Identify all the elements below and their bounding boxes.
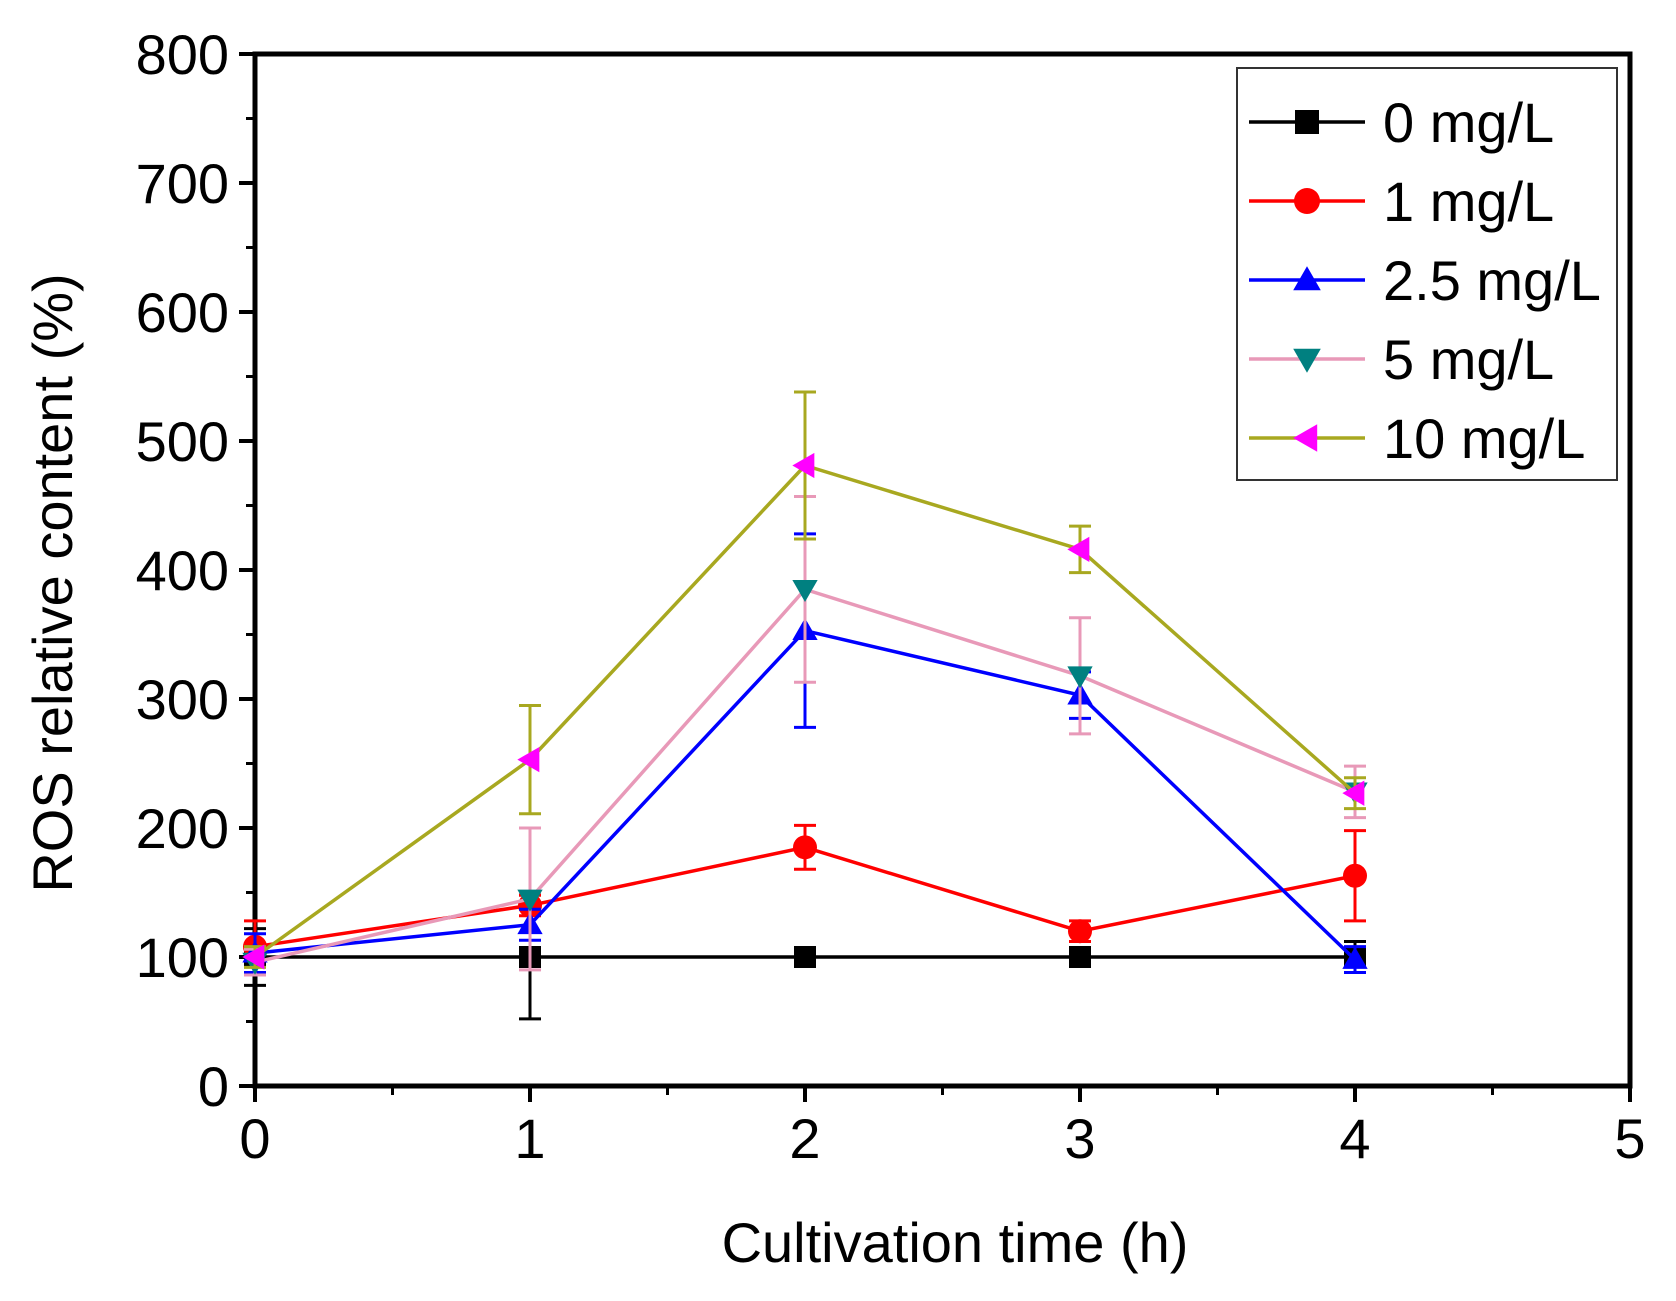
y-tick-label: 200 [136,797,229,860]
y-tick-label: 400 [136,539,229,602]
legend-label: 10 mg/L [1383,407,1585,470]
y-tick-label: 500 [136,410,229,473]
legend-item: 0 mg/L [1249,91,1554,154]
x-tick-label: 4 [1339,1107,1370,1170]
legend-box [1236,67,1618,481]
y-tick-label: 700 [136,152,229,215]
legend-marker [1293,348,1321,373]
y-tick-label: 300 [136,668,229,731]
y-tick-label: 0 [198,1055,229,1118]
data-point [792,452,815,479]
y-tick-label: 600 [136,281,229,344]
legend-label: 0 mg/L [1383,91,1554,154]
legend-label: 1 mg/L [1383,170,1554,233]
axes: 0 100 200 300 400 500 600 700 800 0 1 2 3 4 5 [136,23,1646,1170]
y-tick-label: 100 [136,926,229,989]
x-tick-label: 1 [514,1107,545,1170]
legend-item: 2.5 mg/L [1249,249,1601,312]
data-point [1342,946,1368,969]
legend-marker [1295,110,1319,134]
legend: 0 mg/L 1 mg/L 2.5 mg/L 5 mg/L 10 mg/L [1236,67,1618,481]
data-point [1067,536,1090,563]
data-point [1068,919,1092,944]
data-point [517,889,543,912]
data-point [1342,780,1365,806]
series-0-mg-l [244,893,1366,1021]
legend-marker [1293,266,1321,291]
data-point [793,835,817,860]
legend-marker [1294,188,1320,214]
data-point [242,944,265,970]
data-point [792,580,818,602]
data-point [517,746,540,773]
series-layer [242,390,1368,1021]
data-point [1343,863,1367,888]
x-tick-label: 3 [1064,1107,1095,1170]
data-point [794,946,816,968]
legend-marker [1293,424,1318,452]
x-tick-label: 2 [789,1107,820,1170]
x-tick-label: 0 [239,1107,270,1170]
legend-item: 1 mg/L [1249,170,1554,233]
x-axis-label: Cultivation time (h) [722,1211,1189,1274]
legend-label: 2.5 mg/L [1383,249,1601,312]
series-5-mg-l [242,494,1368,977]
y-tick-label: 800 [136,23,229,86]
y-axis-label: ROS relative content (%) [21,273,84,892]
legend-label: 5 mg/L [1383,328,1554,391]
legend-item: 5 mg/L [1249,328,1554,391]
series-10-mg-l [242,390,1366,970]
data-point [1069,946,1091,968]
x-tick-label: 5 [1614,1107,1645,1170]
legend-item: 10 mg/L [1249,407,1585,470]
data-point [1067,666,1093,689]
